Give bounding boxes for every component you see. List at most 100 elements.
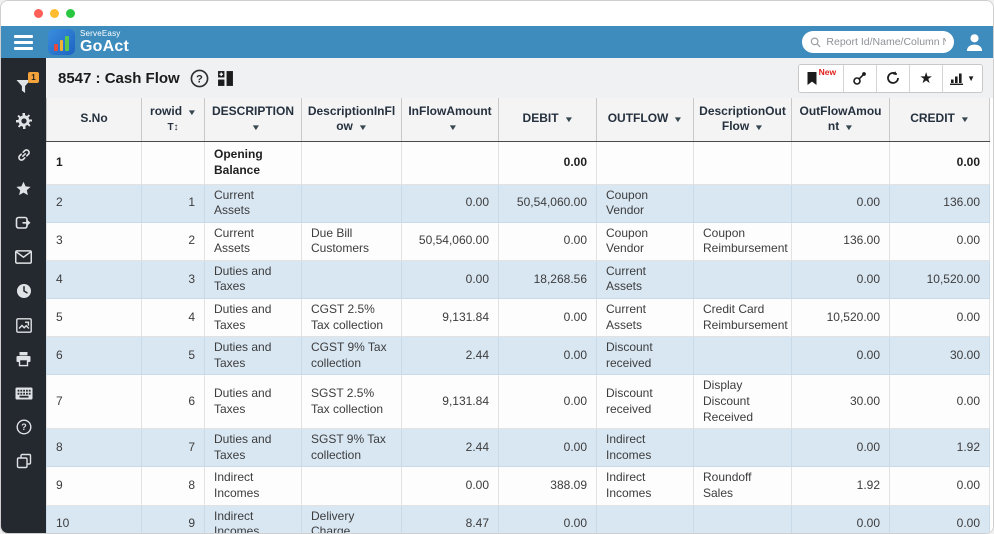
sidebar-item-settings[interactable] (1, 104, 46, 138)
sort-caret-icon: ▼ (959, 115, 970, 125)
column-header-outflow[interactable]: OUTFLOW ▼ (596, 98, 694, 142)
brand-name-top: ServeEasy (80, 28, 121, 38)
help-icon: ? (15, 419, 32, 435)
cell-debit: 50,54,060.00 (498, 183, 597, 223)
column-header-outflow_amount[interactable]: OutFlowAmount ▼ (791, 98, 890, 142)
search-input[interactable] (826, 36, 946, 48)
cell-sno: 8 (46, 428, 142, 468)
table-row[interactable]: 4 3 Duties and Taxes 0.00 18,268.56 Current A… (46, 259, 990, 300)
sidebar: 1 (1, 58, 46, 533)
cell-credit: 0.00 (889, 140, 990, 185)
cell-debit: 18,268.56 (498, 259, 597, 300)
filter-icon (16, 80, 31, 93)
cell-credit: 0.00 (889, 221, 990, 261)
column-header-description_inflow[interactable]: DescriptionInFlow ▼ (301, 98, 402, 142)
menu-icon[interactable] (1, 34, 46, 50)
brand-logo[interactable]: ServeEasy GoAct (48, 29, 129, 55)
table-row[interactable]: 2 1 Current Assets 0.00 50,54,060.00 Coupon V… (46, 183, 990, 223)
sidebar-item-filter[interactable]: 1 (1, 70, 46, 104)
cell-description: Duties and Taxes (204, 298, 302, 338)
sort-caret-icon: ▼ (673, 115, 684, 125)
table-row[interactable]: 9 8 Indirect Incomes 0.00 388.09 Indirect Inc… (46, 466, 990, 506)
cell-rowid: 4 (141, 298, 205, 338)
cell-debit: 0.00 (498, 140, 597, 185)
sidebar-item-copy[interactable] (1, 444, 46, 478)
sort-caret-icon: ▼ (357, 123, 368, 133)
table-row[interactable]: 5 4 Duties and Taxes CGST 2.5% Tax collecti… (46, 298, 990, 338)
cell-sno: 4 (46, 259, 142, 300)
sidebar-item-export-image[interactable] (1, 308, 46, 342)
printer-icon (16, 352, 31, 367)
favorite-button[interactable]: ★ (910, 64, 944, 92)
title-help-icon[interactable]: ? (190, 69, 209, 88)
cell-outflow_amount: 30.00 (791, 374, 890, 430)
sidebar-item-send[interactable] (1, 206, 46, 240)
maximize-window-dot[interactable] (66, 9, 75, 18)
cell-description_outflow: Roundoff Sales (693, 466, 792, 506)
refresh-button[interactable] (877, 64, 911, 92)
chevron-down-icon: ▼ (967, 73, 975, 83)
cell-outflow: Coupon Vendor (596, 221, 694, 261)
sort-caret-icon: ▼ (250, 123, 262, 133)
sidebar-item-help[interactable]: ? (1, 410, 46, 444)
cell-description_inflow (301, 183, 402, 223)
cell-outflow: Indirect Incomes (596, 466, 694, 506)
cell-description: Duties and Taxes (204, 374, 302, 430)
report-toolbar: New ★ ▼ (797, 63, 983, 93)
cell-outflow (596, 504, 694, 533)
cell-description_outflow: Display Discount Received (693, 374, 792, 430)
close-window-dot[interactable] (34, 9, 43, 18)
star-icon: ★ (919, 69, 933, 87)
link-icon (17, 149, 30, 161)
dashboard-grid-icon[interactable] (217, 70, 234, 87)
cell-outflow: Current Assets (596, 298, 694, 338)
chart-view-button[interactable]: ▼ (943, 64, 982, 92)
table-row[interactable]: 10 9 Indirect Incomes Delivery Charge 8.47 0.… (46, 504, 990, 533)
cell-description_outflow (693, 336, 792, 376)
column-header-description[interactable]: DESCRIPTION ▼ (204, 98, 302, 142)
sidebar-item-history[interactable] (1, 274, 46, 308)
cell-outflow: Discount received (596, 374, 694, 430)
mail-icon (15, 250, 32, 264)
bookmark-icon (807, 71, 817, 85)
table-row[interactable]: 8 7 Duties and Taxes SGST 9% Tax collection… (46, 428, 990, 468)
column-label: rowid (150, 104, 183, 119)
cell-inflow_amount: 50,54,060.00 (401, 221, 499, 261)
column-header-rowid[interactable]: rowid ▼ T↕ (141, 98, 205, 142)
cell-debit: 0.00 (498, 336, 597, 376)
sidebar-item-link[interactable] (1, 138, 46, 172)
key-button[interactable] (844, 64, 878, 92)
cell-description_inflow (301, 259, 402, 300)
cell-credit: 1.92 (889, 428, 990, 468)
user-icon[interactable] (964, 32, 985, 53)
cell-description_outflow (693, 183, 792, 223)
cell-inflow_amount: 2.44 (401, 336, 499, 376)
cell-outflow_amount: 1.92 (791, 466, 890, 506)
cell-sno: 3 (46, 221, 142, 261)
table-row[interactable]: 1 Opening Balance 0.00 0.00 (46, 140, 990, 185)
sidebar-item-mail[interactable] (1, 240, 46, 274)
column-header-credit[interactable]: CREDIT ▼ (889, 98, 990, 142)
cell-inflow_amount: 0.00 (401, 183, 499, 223)
table-row[interactable]: 6 5 Duties and Taxes CGST 9% Tax collection… (46, 336, 990, 376)
table-row[interactable]: 7 6 Duties and Taxes SGST 2.5% Tax collecti… (46, 374, 990, 430)
bookmark-new-button[interactable]: New (798, 64, 845, 92)
cell-inflow_amount: 9,131.84 (401, 374, 499, 430)
cell-inflow_amount: 0.00 (401, 259, 499, 300)
cell-description: Indirect Incomes (204, 504, 302, 533)
column-header-description_outflow[interactable]: DescriptionOutFlow ▼ (693, 98, 792, 142)
column-header-debit[interactable]: DEBIT ▼ (498, 98, 597, 142)
column-label: OUTFLOW (607, 111, 669, 126)
sidebar-item-print[interactable] (1, 342, 46, 376)
cell-credit: 0.00 (889, 466, 990, 506)
table-row[interactable]: 3 2 Current Assets Due Bill Customers 50,54,… (46, 221, 990, 261)
column-header-inflow_amount[interactable]: InFlowAmount ▼ (401, 98, 499, 142)
cell-rowid: 3 (141, 259, 205, 300)
cell-description: Current Assets (204, 221, 302, 261)
column-label: DESCRIPTION (211, 103, 294, 118)
sidebar-item-favorite[interactable] (1, 172, 46, 206)
minimize-window-dot[interactable] (50, 9, 59, 18)
cell-credit: 0.00 (889, 374, 990, 430)
sidebar-item-keyboard[interactable] (1, 376, 46, 410)
cell-credit: 10,520.00 (889, 259, 990, 300)
